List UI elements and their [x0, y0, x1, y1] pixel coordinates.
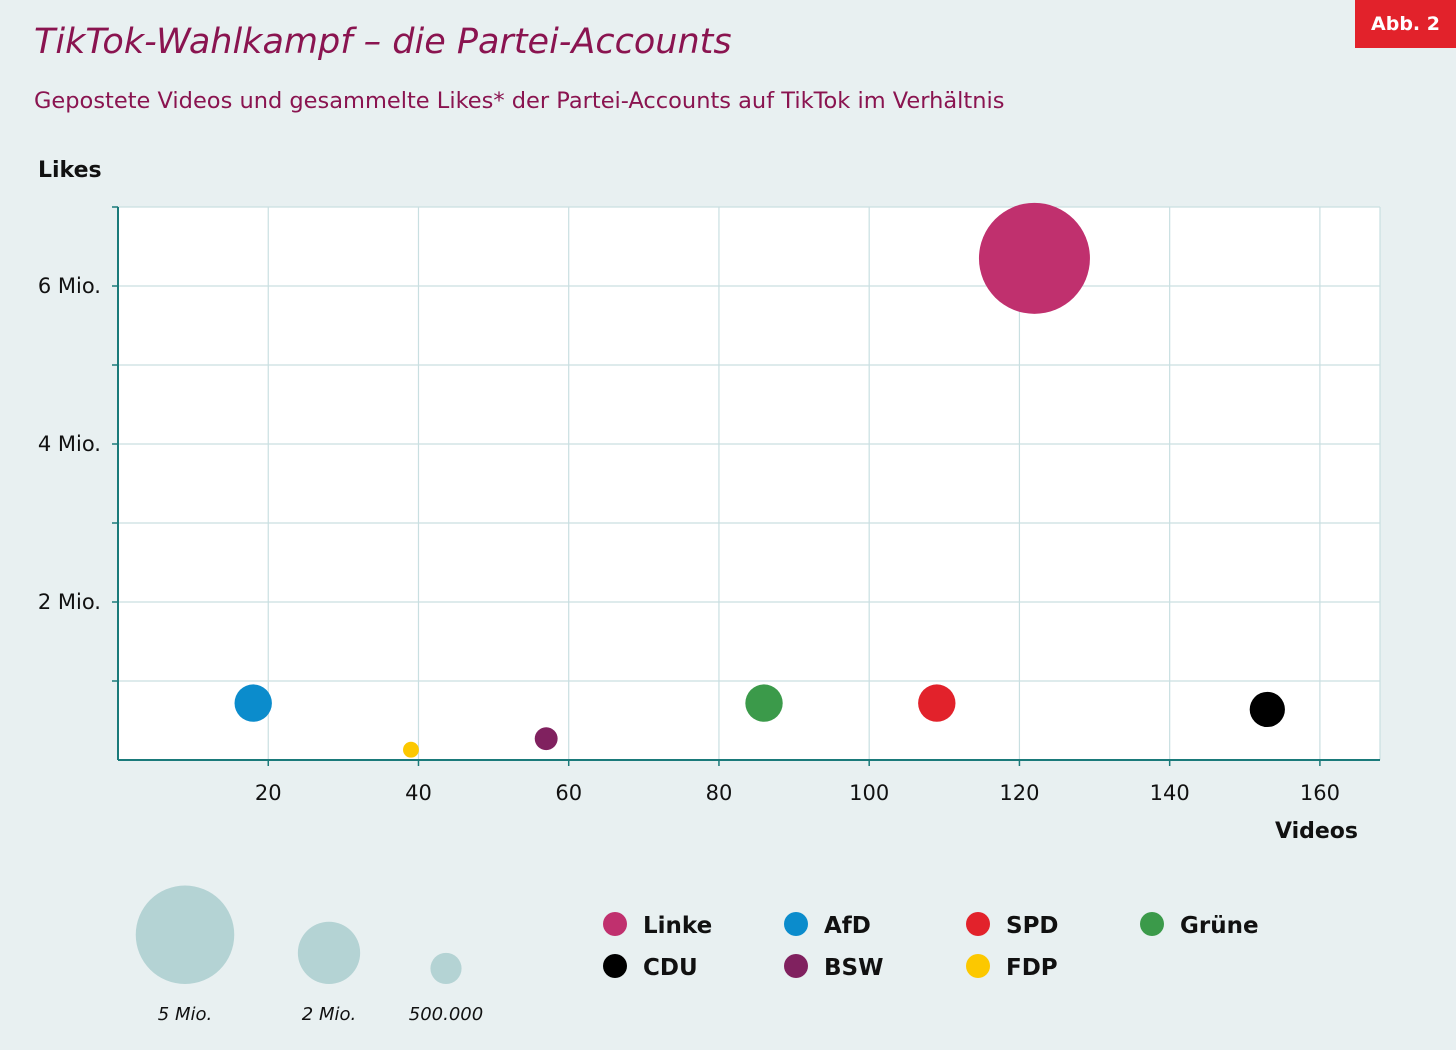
y-tick-label: 2 Mio. [38, 590, 101, 614]
x-tick-label: 140 [1150, 781, 1190, 805]
x-tick-label: 120 [999, 781, 1039, 805]
chart-subtitle: Gepostete Videos und gesammelte Likes* d… [34, 88, 1005, 114]
legend-marker-bsw [784, 954, 808, 978]
size-legend-label: 500.000 [409, 1004, 483, 1025]
bubble-bsw [534, 727, 558, 751]
legend-marker-spd [966, 912, 990, 936]
y-tick-label: 4 Mio. [38, 432, 101, 456]
legend-label-bsw: BSW [824, 955, 883, 981]
legend-marker-afd [784, 912, 808, 936]
bubble-afd [234, 684, 272, 722]
legend-marker-gruene [1140, 912, 1164, 936]
x-tick-label: 100 [849, 781, 889, 805]
legend-marker-fdp [966, 954, 990, 978]
x-tick-label: 80 [706, 781, 733, 805]
chart-title: TikTok-Wahlkampf – die Partei-Accounts [34, 22, 732, 62]
x-tick-label: 40 [405, 781, 432, 805]
x-tick-label: 60 [555, 781, 582, 805]
legend-marker-linke [603, 912, 627, 936]
legend-label-fdp: FDP [1006, 955, 1058, 981]
legend-label-spd: SPD [1006, 913, 1059, 939]
color-legend: Linke AfD SPD Grüne CDU BSW FDP [603, 912, 1259, 981]
legend-marker-cdu [603, 954, 627, 978]
size-legend-bubble [430, 952, 462, 984]
size-legend-label: 5 Mio. [158, 1004, 212, 1025]
plot-background [118, 207, 1380, 760]
bubble-cdu [1249, 691, 1285, 728]
bubble-spd [918, 684, 956, 722]
bubble-fdp [403, 741, 419, 758]
size-legend-label: 2 Mio. [302, 1004, 356, 1025]
size-legend: 5 Mio. 2 Mio. 500.000 [135, 885, 483, 1025]
x-tick-label: 160 [1300, 781, 1340, 805]
size-legend-bubble [297, 921, 361, 984]
y-axis-title: Likes [38, 158, 102, 183]
x-axis-title: Videos [1275, 819, 1358, 844]
x-tick-label: 20 [255, 781, 282, 805]
legend-label-afd: AfD [824, 913, 871, 939]
legend-label-cdu: CDU [643, 955, 698, 981]
legend-label-gruene: Grüne [1180, 913, 1259, 939]
size-legend-bubble [135, 885, 235, 984]
legend-label-linke: Linke [643, 913, 712, 939]
figure-badge: Abb. 2 [1355, 0, 1456, 48]
y-tick-label: 6 Mio. [38, 274, 101, 298]
bubble-gruene [745, 684, 783, 722]
bubble-linke [978, 202, 1090, 314]
plot-area: 2 Mio. 4 Mio. 6 Mio. 20 40 60 80 100 120 140 160 [38, 202, 1381, 805]
